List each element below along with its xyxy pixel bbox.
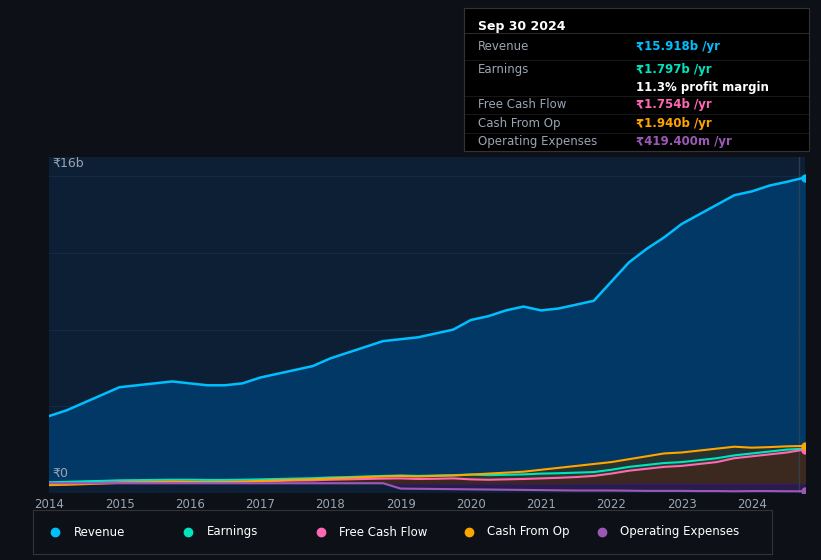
Text: Sep 30 2024: Sep 30 2024	[478, 20, 565, 33]
Text: Cash From Op: Cash From Op	[478, 117, 560, 130]
Text: Operating Expenses: Operating Expenses	[621, 525, 740, 539]
Text: Earnings: Earnings	[478, 63, 529, 76]
Text: Operating Expenses: Operating Expenses	[478, 136, 597, 148]
Text: ₹1.797b /yr: ₹1.797b /yr	[636, 63, 712, 76]
Text: Free Cash Flow: Free Cash Flow	[478, 99, 566, 111]
Text: ₹0: ₹0	[53, 467, 69, 480]
Text: ₹1.754b /yr: ₹1.754b /yr	[636, 99, 712, 111]
Text: 11.3% profit margin: 11.3% profit margin	[636, 81, 769, 94]
Text: ₹1.940b /yr: ₹1.940b /yr	[636, 117, 712, 130]
Text: Cash From Op: Cash From Op	[488, 525, 570, 539]
Text: Revenue: Revenue	[74, 525, 125, 539]
Text: Earnings: Earnings	[207, 525, 258, 539]
Text: Free Cash Flow: Free Cash Flow	[340, 525, 428, 539]
Text: Revenue: Revenue	[478, 40, 529, 53]
Text: ₹419.400m /yr: ₹419.400m /yr	[636, 136, 732, 148]
Text: ₹16b: ₹16b	[53, 157, 85, 170]
Text: ₹15.918b /yr: ₹15.918b /yr	[636, 40, 720, 53]
